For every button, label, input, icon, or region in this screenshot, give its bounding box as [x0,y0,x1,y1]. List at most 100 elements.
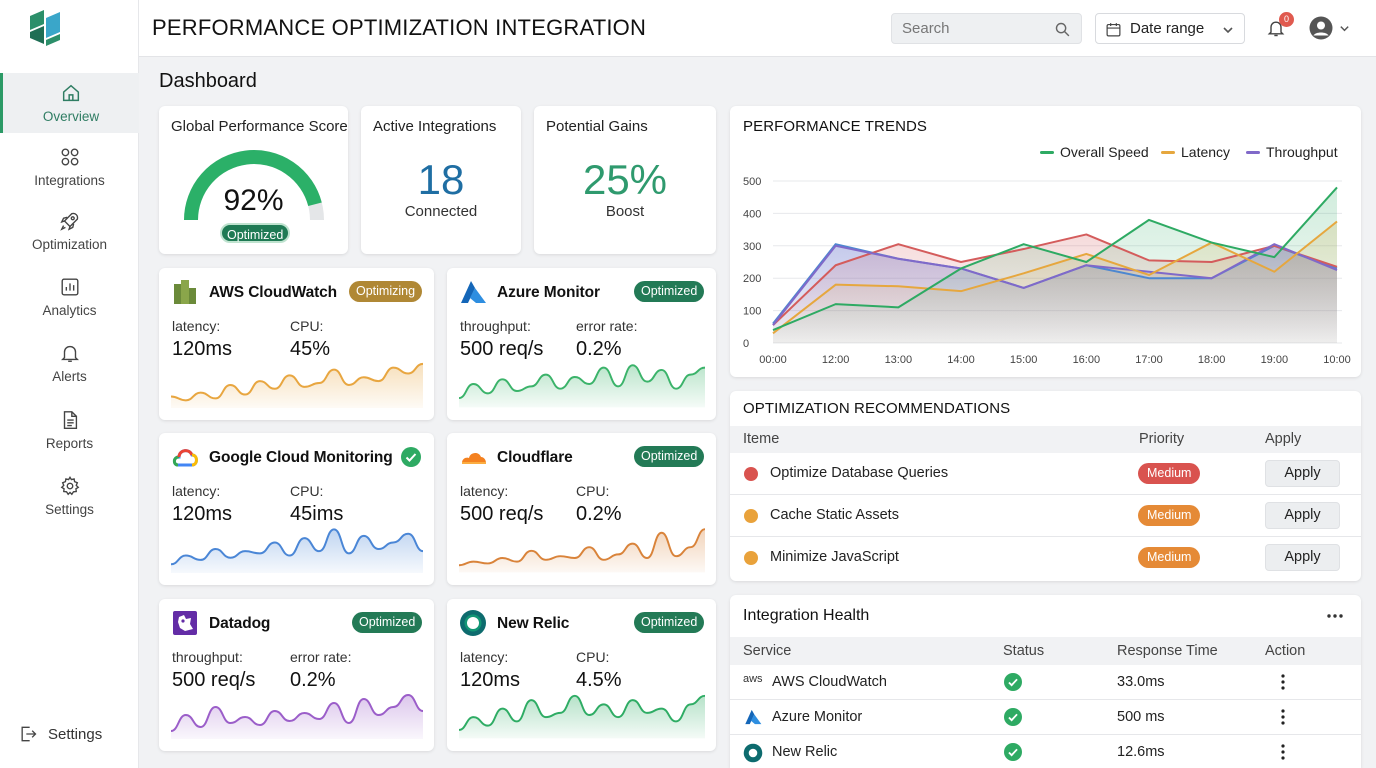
column-header: Service [743,643,792,659]
kebab-menu-icon[interactable] [1280,674,1286,690]
sidebar-item-label: Optimization [31,237,108,252]
column-header: Apply [1265,431,1302,447]
more-options-icon[interactable] [1327,613,1343,619]
card-title: Integration Health [743,607,870,624]
metric-value: 45ims [290,503,344,525]
metric-value: 500 req/s [172,669,256,691]
user-avatar-icon[interactable] [1309,16,1333,40]
y-tick-label: 300 [743,241,761,253]
x-tick-label: 10:00 [1323,354,1351,366]
column-header: Action [1265,643,1306,659]
sparkline-area [171,363,423,408]
page-title: Dashboard [159,70,257,92]
series-area [773,187,1337,343]
apply-button[interactable]: Apply [1265,460,1340,487]
integration-card-datadog[interactable]: Datadog Optimized throughput: 500 req/s … [159,599,434,751]
series-line [772,243,1338,326]
metric-value: 45% [290,338,331,360]
sidebar-item-overview[interactable]: Overview [0,73,139,133]
metric-value: 500 req/s [460,338,544,360]
column-header: Response Time [1117,643,1218,659]
sidebar-item-label: Reports [45,436,94,451]
app-title: PERFORMANCE OPTIMIZATION INTEGRATION [152,15,647,40]
sparkline-line [459,694,705,731]
integration-name: Datadog [209,615,271,632]
y-tick-label: 500 [743,176,761,188]
sidebar-item-alerts[interactable]: Alerts [0,333,139,393]
chevron-down-icon [1223,27,1233,34]
status-badge: Optimized [634,446,705,467]
sidebar-item-integrations[interactable]: Integrations [0,137,139,197]
sparkline-area [459,695,705,739]
metric-value: 0.2% [576,503,622,525]
notification-bell-icon[interactable] [1266,17,1286,39]
series-line [772,220,1338,335]
analytics-icon [61,278,78,296]
metric-label: throughput: [172,649,243,665]
y-tick-label: 0 [743,338,749,350]
sidebar: Overview Integrations Optimization Analy… [0,0,139,768]
metric-label: error rate: [576,318,638,334]
metric-label: error rate: [290,649,352,665]
score-badge: Optimized [220,223,291,243]
status-badge: Optimized [634,612,705,633]
chevron-down-icon[interactable] [1339,23,1350,34]
metric-value: 4.5% [576,669,622,691]
logout-icon [21,726,37,742]
score-gauge [184,150,324,221]
aws-logo: aws [743,673,763,685]
integrations-sub: Connected [404,203,478,220]
rocket-icon [59,212,78,231]
sparkline-area [171,529,423,573]
y-tick-label: 100 [743,306,761,318]
azure-icon [745,709,762,725]
legend-item: Throughput [1246,144,1338,160]
sparkline-line [171,362,423,402]
integration-card-azure[interactable]: Azure Monitor Optimized throughput: 500 … [447,268,716,420]
sidebar-item-optimization[interactable]: Optimization [0,201,139,261]
integration-name: Google Cloud Monitoring [209,449,393,466]
sparkline-line [171,693,423,732]
priority-badge: Medium [1138,547,1201,568]
response-time: 12.6ms [1117,744,1165,760]
sparkline-line [459,364,705,400]
check-circle-icon [1004,673,1022,691]
top-header: PERFORMANCE OPTIMIZATION INTEGRATION Sea… [139,0,1376,57]
card-title: PERFORMANCE TRENDS [743,118,928,135]
kebab-menu-icon[interactable] [1280,744,1286,760]
card-title: Potential Gains [546,118,648,135]
kebab-menu-icon[interactable] [1280,709,1286,725]
integration-card-newrelic[interactable]: New Relic Optimized latency: 120ms CPU: … [447,599,716,751]
google-cloud-icon [172,449,198,467]
sidebar-bottom-settings[interactable]: Settings [18,724,102,744]
sidebar-item-reports[interactable]: Reports [0,400,139,460]
metric-label: latency: [460,649,509,665]
column-header: Priority [1139,431,1185,447]
y-tick-label: 200 [743,273,761,285]
search-input[interactable]: Search [891,13,1082,44]
sidebar-item-settings[interactable]: Settings [0,466,139,526]
apply-button[interactable]: Apply [1265,544,1340,571]
sidebar-bottom-label: Settings [48,725,103,743]
date-range-select[interactable]: Date range [1095,13,1245,44]
table-row: New Relic 12.6ms [730,735,1361,768]
sparkline-line [171,528,423,566]
recommendations-card: OPTIMIZATION RECOMMENDATIONS Iteme Prior… [730,391,1361,581]
integration-card-google[interactable]: Google Cloud Monitoring latency: 120ms C… [159,433,434,585]
check-circle-icon [1004,708,1022,726]
sparkline [171,693,423,739]
sparkline-area [459,365,705,408]
x-tick-label: 17:00 [1135,354,1163,366]
sidebar-item-analytics[interactable]: Analytics [0,267,139,327]
recommendation-text: Optimize Database Queries [770,465,949,481]
calendar-icon [1106,23,1121,37]
x-tick-label: 18:00 [1198,354,1226,366]
priority-badge: Medium [1138,505,1201,526]
apply-button[interactable]: Apply [1265,502,1340,529]
integration-card-cloudflare[interactable]: Cloudflare Optimized latency: 500 req/s … [447,433,716,585]
new-relic-icon [460,610,486,636]
response-time: 500 ms [1117,709,1165,725]
recommendation-text: Cache Static Assets [770,507,899,523]
integration-card-aws[interactable]: AWS CloudWatch Optimizing latency: 120ms… [159,268,434,420]
cloudflare-icon [462,452,486,464]
